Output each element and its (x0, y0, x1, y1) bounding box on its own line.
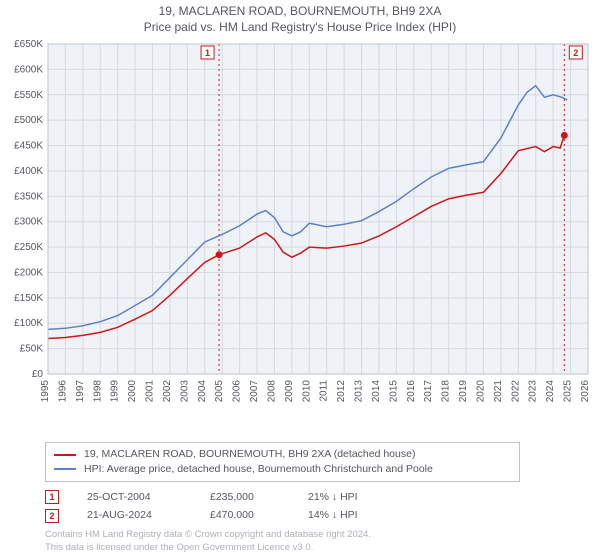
svg-text:£350K: £350K (14, 191, 43, 202)
svg-text:2019: 2019 (458, 380, 469, 403)
svg-text:£50K: £50K (20, 344, 44, 355)
svg-text:£200K: £200K (14, 267, 43, 278)
svg-text:£400K: £400K (14, 166, 43, 177)
event-row: 1 25-OCT-2004 £235,000 21% ↓ HPI (45, 488, 580, 507)
footer: 19, MACLAREN ROAD, BOURNEMOUTH, BH9 2XA … (0, 438, 600, 560)
svg-text:2018: 2018 (441, 380, 452, 403)
svg-text:2004: 2004 (197, 380, 208, 403)
svg-text:£0: £0 (32, 369, 44, 380)
chart-area: £0 £50K £100K £150K £200K £250K £300K £350K £400… (0, 34, 600, 438)
svg-text:1997: 1997 (75, 380, 86, 403)
svg-text:2025: 2025 (563, 380, 574, 403)
event-price: £470,000 (210, 506, 280, 525)
svg-text:2009: 2009 (284, 380, 295, 403)
svg-text:2012: 2012 (336, 380, 347, 403)
legend: 19, MACLAREN ROAD, BOURNEMOUTH, BH9 2XA … (45, 442, 520, 481)
event-table: 1 25-OCT-2004 £235,000 21% ↓ HPI 2 21-AUG-202… (45, 488, 580, 526)
svg-text:2007: 2007 (249, 380, 260, 403)
event-delta: 21% ↓ HPI (308, 488, 408, 507)
chart-titles: 19, MACLAREN ROAD, BOURNEMOUTH, BH9 2XA … (0, 0, 600, 34)
svg-text:£450K: £450K (14, 141, 43, 152)
legend-row: HPI: Average price, detached house, Bour… (54, 462, 511, 477)
event-marker: 2 (45, 509, 59, 523)
svg-text:2008: 2008 (266, 380, 277, 403)
svg-text:2026: 2026 (580, 380, 591, 403)
svg-text:2016: 2016 (406, 380, 417, 403)
svg-text:2013: 2013 (354, 380, 365, 403)
svg-text:2017: 2017 (423, 380, 434, 403)
svg-text:£650K: £650K (14, 39, 43, 50)
svg-text:2010: 2010 (301, 380, 312, 403)
legend-label: 19, MACLAREN ROAD, BOURNEMOUTH, BH9 2XA … (84, 447, 415, 462)
event-date: 21-AUG-2024 (87, 506, 182, 525)
license-text: Contains HM Land Registry data © Crown c… (45, 529, 580, 554)
svg-text:2003: 2003 (179, 380, 190, 403)
event-date: 25-OCT-2004 (87, 488, 182, 507)
svg-text:£250K: £250K (14, 242, 43, 253)
svg-text:2023: 2023 (528, 380, 539, 403)
license-line: Contains HM Land Registry data © Crown c… (45, 529, 580, 541)
svg-text:1995: 1995 (40, 380, 51, 403)
event-row: 2 21-AUG-2024 £470,000 14% ↓ HPI (45, 506, 580, 525)
event-price: £235,000 (210, 488, 280, 507)
svg-text:1998: 1998 (92, 380, 103, 403)
svg-text:£550K: £550K (14, 90, 43, 101)
title-main: 19, MACLAREN ROAD, BOURNEMOUTH, BH9 2XA (0, 4, 600, 18)
svg-text:2002: 2002 (162, 380, 173, 403)
svg-text:2014: 2014 (371, 380, 382, 403)
svg-text:2024: 2024 (545, 380, 556, 403)
svg-text:£150K: £150K (14, 293, 43, 304)
svg-text:2000: 2000 (127, 380, 138, 403)
svg-text:1: 1 (205, 48, 210, 58)
svg-text:1996: 1996 (57, 380, 68, 403)
svg-text:2001: 2001 (145, 380, 156, 403)
svg-text:2006: 2006 (232, 380, 243, 403)
legend-label: HPI: Average price, detached house, Bour… (84, 462, 433, 477)
svg-text:£600K: £600K (14, 64, 43, 75)
svg-text:2020: 2020 (475, 380, 486, 403)
svg-text:£100K: £100K (14, 318, 43, 329)
event-marker: 1 (45, 490, 59, 504)
svg-text:2: 2 (573, 48, 578, 58)
svg-text:2011: 2011 (319, 380, 330, 402)
title-sub: Price paid vs. HM Land Registry's House … (0, 20, 600, 34)
svg-text:£500K: £500K (14, 115, 43, 126)
legend-swatch (54, 454, 76, 456)
license-line: This data is licensed under the Open Gov… (45, 542, 580, 554)
event-delta: 14% ↓ HPI (308, 506, 408, 525)
svg-text:2015: 2015 (388, 380, 399, 403)
svg-text:1999: 1999 (110, 380, 121, 403)
svg-text:2022: 2022 (510, 380, 521, 403)
legend-row: 19, MACLAREN ROAD, BOURNEMOUTH, BH9 2XA … (54, 447, 511, 462)
legend-swatch (54, 468, 76, 470)
svg-text:2005: 2005 (214, 380, 225, 403)
svg-text:£300K: £300K (14, 217, 43, 228)
svg-text:2021: 2021 (493, 380, 504, 403)
